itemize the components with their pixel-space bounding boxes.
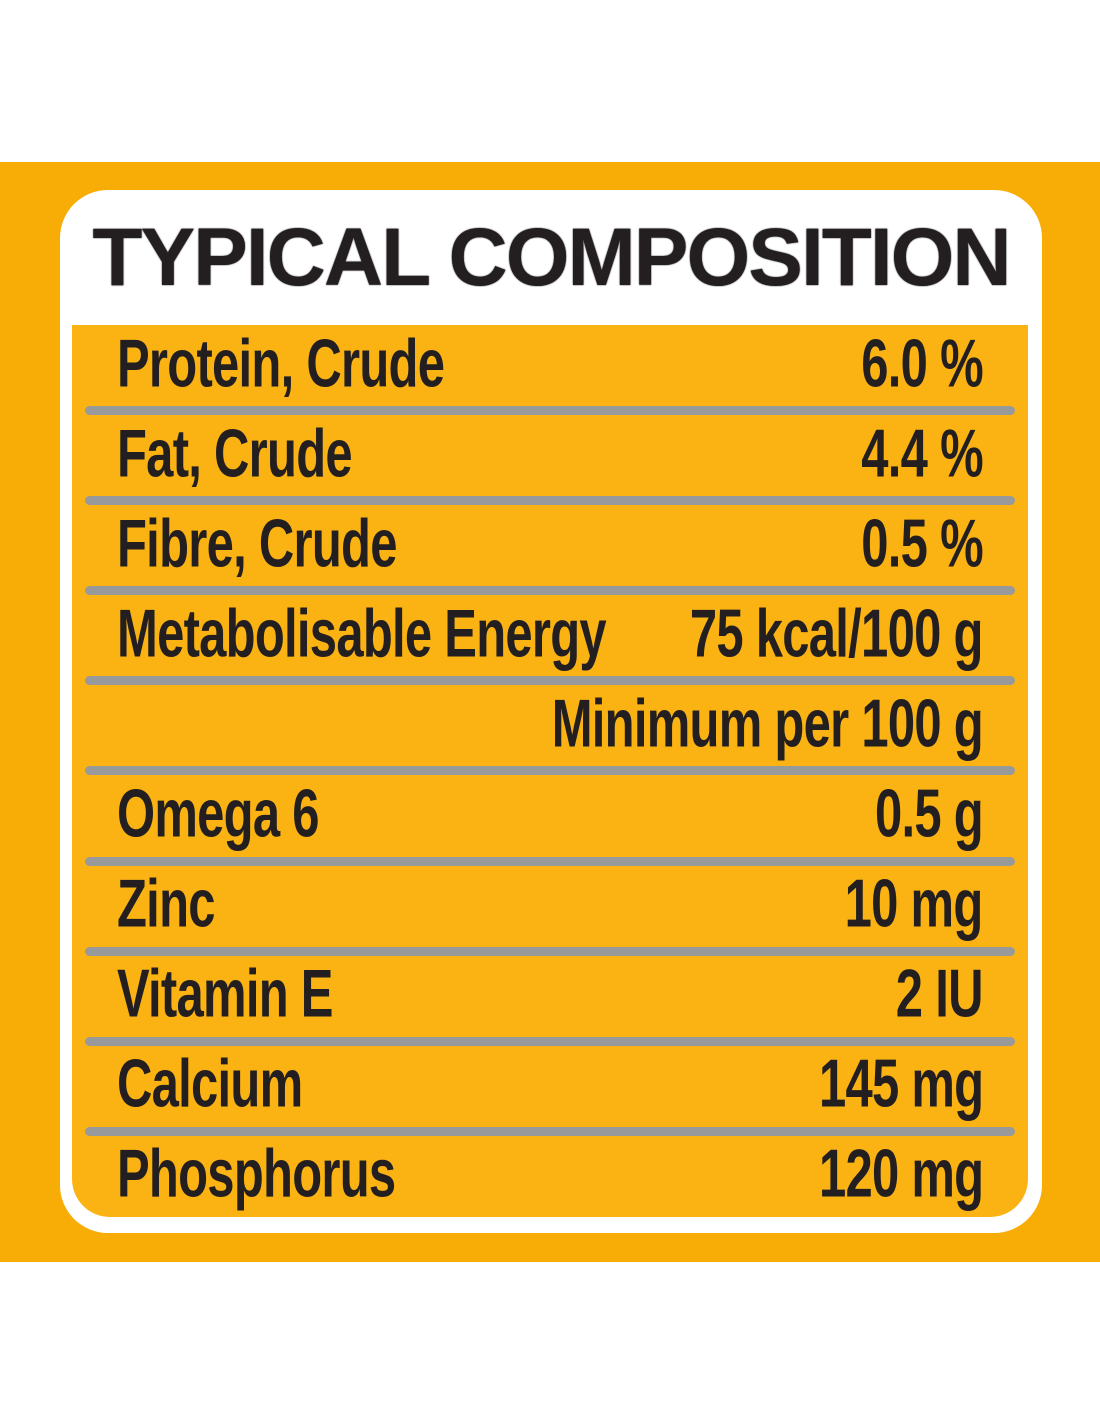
row-label: Fat, Crude [117,414,353,491]
table-row: Omega 6 0.5 g [72,775,1028,856]
composition-table: Protein, Crude 6.0 % Fat, Crude 4.4 % Fibre,… [72,325,1028,1217]
row-divider [85,766,1015,776]
row-value: 120 mg [818,1135,984,1212]
row-value: 75 kcal/100 g [690,595,984,672]
row-divider [85,856,1015,866]
row-label: Phosphorus [117,1135,396,1212]
row-value: 145 mg [818,1045,984,1122]
row-divider [85,1036,1015,1046]
table-row: Zinc 10 mg [72,866,1028,947]
table-row: Fibre, Crude 0.5 % [72,505,1028,586]
table-row: Fat, Crude 4.4 % [72,415,1028,496]
row-label: Metabolisable Energy [117,595,607,672]
row-label: Calcium [117,1045,303,1122]
table-row: Phosphorus 120 mg [72,1136,1028,1217]
row-divider [85,676,1015,686]
card-title: TYPICAL COMPOSITION [92,211,1011,303]
row-value: 0.5 g [875,775,984,852]
section-header-text: Minimum per 100 g [551,685,984,762]
table-row: Protein, Crude 6.0 % [72,325,1028,406]
label-background: TYPICAL COMPOSITION Protein, Crude 6.0 % F… [0,162,1100,1262]
row-label: Protein, Crude [117,325,445,401]
row-divider [85,946,1015,956]
row-divider [85,406,1015,416]
row-value: 6.0 % [861,325,983,401]
section-header-row: Minimum per 100 g [72,685,1028,766]
table-row: Metabolisable Energy 75 kcal/100 g [72,595,1028,676]
row-divider [85,496,1015,506]
row-label: Vitamin E [117,955,333,1032]
row-label: Omega 6 [117,775,320,852]
row-value: 4.4 % [861,414,983,491]
row-divider [85,1126,1015,1136]
row-value: 10 mg [845,865,984,942]
table-row: Calcium 145 mg [72,1046,1028,1127]
row-label: Fibre, Crude [117,505,397,582]
row-value: 0.5 % [861,505,983,582]
composition-card: TYPICAL COMPOSITION Protein, Crude 6.0 % F… [60,190,1042,1233]
row-value: 2 IU [896,955,984,1032]
row-divider [85,586,1015,596]
table-row: Vitamin E 2 IU [72,956,1028,1037]
row-label: Zinc [117,865,215,942]
